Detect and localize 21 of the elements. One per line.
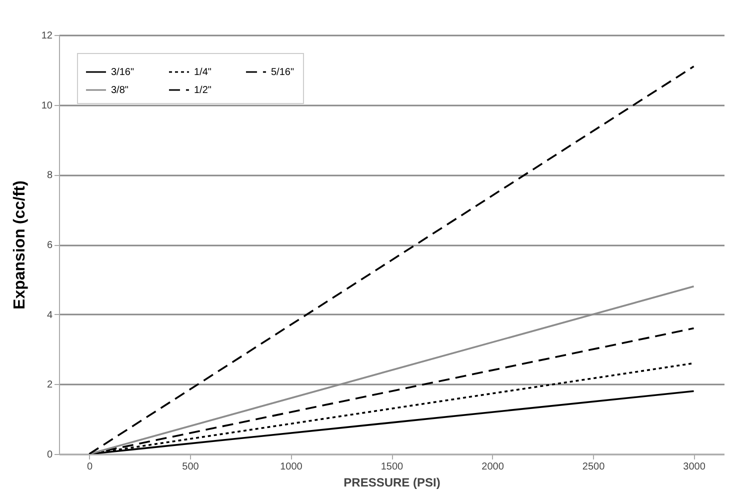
y-tick-label: 12	[41, 30, 53, 42]
y-tick-label: 2	[46, 380, 53, 391]
legend-label: 3/16"	[111, 67, 134, 78]
legend-label: 1/4"	[194, 67, 212, 78]
x-tick-label: 3000	[683, 462, 706, 472]
y-tick-label: 8	[46, 170, 53, 182]
x-tick-label: 0	[86, 462, 93, 472]
y-tick-label: 10	[41, 100, 53, 112]
y-tick-label: 0	[46, 450, 53, 460]
x-tick-label: 1000	[280, 462, 303, 472]
legend-label: 1/2"	[194, 85, 212, 96]
legend-label: 5/16"	[271, 67, 294, 78]
y-axis-title: Expansion (cc/ft)	[11, 180, 28, 310]
x-tick-label: 1500	[380, 462, 404, 472]
x-tick-label: 2000	[482, 462, 504, 472]
x-tick-label: 500	[182, 462, 200, 472]
y-tick-label: 4	[46, 310, 53, 321]
legend-label: 3/8"	[111, 85, 129, 96]
x-axis-title: PRESSURE (PSI)	[344, 476, 440, 490]
x-tick-label: 2500	[582, 462, 606, 472]
y-tick-label: 6	[46, 240, 53, 251]
